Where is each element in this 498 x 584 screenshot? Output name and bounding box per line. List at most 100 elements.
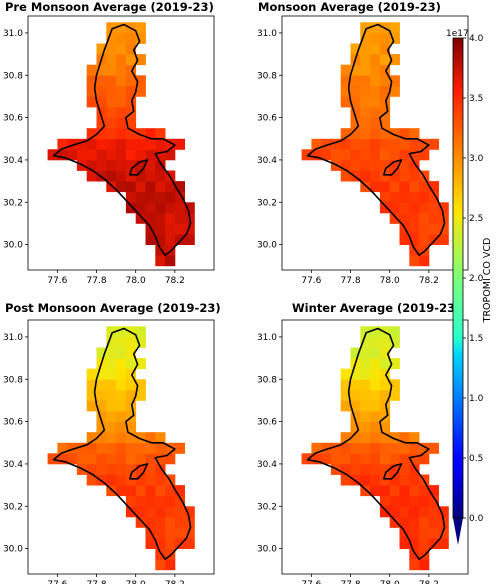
heat-cell: [86, 400, 97, 412]
heat-cell: [106, 326, 117, 338]
heat-cell: [106, 159, 117, 171]
heat-cell: [165, 212, 176, 224]
heat-cell: [399, 538, 410, 549]
heat-cell: [106, 368, 117, 380]
heat-cell: [96, 379, 107, 391]
heat-cell: [86, 453, 97, 465]
heat-cell: [419, 181, 430, 193]
heat-cell: [321, 442, 332, 454]
heat-cell: [360, 96, 371, 108]
heat-cell: [438, 223, 449, 235]
heat-cell: [125, 54, 137, 66]
heat-cell: [135, 138, 146, 150]
heat-cell: [360, 138, 371, 150]
heat-cell: [340, 149, 351, 161]
heat-cell: [76, 442, 88, 454]
y-axis: 31.0 30.8 30.6 30.4 30.2 30.0: [3, 29, 28, 251]
y-tick-label: 30.6: [3, 418, 23, 428]
heat-cell: [165, 255, 176, 267]
heat-cell: [379, 336, 391, 348]
heat-cell: [428, 538, 439, 549]
heat-cell: [409, 538, 420, 549]
heat-cell: [370, 326, 381, 338]
heat-cell: [135, 358, 146, 370]
heat-cell: [379, 421, 391, 433]
heat-cell: [116, 96, 127, 108]
heat-cell: [125, 400, 137, 412]
heat-cell: [389, 432, 400, 444]
colorbar-tick-label: 1.5: [469, 334, 483, 344]
heat-cell: [165, 495, 176, 507]
x-tick-label: 78.2: [419, 580, 439, 584]
heat-cell: [116, 358, 127, 370]
panel-monsoon: Monsoon Average (2019-23) 31.0 30.8 30.6…: [257, 0, 469, 286]
heat-cell: [155, 453, 166, 465]
heat-cell: [419, 453, 430, 465]
y-tick-label: 31.0: [3, 333, 23, 343]
plot-frame: [27, 15, 215, 271]
heat-cell: [135, 191, 146, 203]
heat-cell: [155, 255, 166, 267]
heat-cell: [379, 506, 391, 518]
heat-cell: [350, 75, 361, 87]
panel-title: Post Monsoon Average (2019-23): [5, 301, 221, 315]
heat-cell: [165, 516, 176, 528]
heat-cell: [155, 527, 166, 539]
heat-cell: [340, 159, 351, 171]
colorbar-tick-label: 0.5: [469, 454, 483, 464]
heat-cell: [135, 149, 146, 161]
heat-cell: [419, 559, 430, 571]
heat-cell: [379, 159, 391, 171]
heat-cell: [174, 538, 185, 549]
heat-cell: [116, 336, 127, 348]
y-tick-label: 30.2: [3, 502, 23, 512]
heat-cell: [116, 453, 127, 465]
y-axis: 31.0 30.8 30.6 30.4 30.2 30.0: [257, 333, 282, 555]
heat-cell: [106, 358, 117, 370]
heat-cell: [370, 181, 381, 193]
heat-cell: [389, 128, 400, 140]
heat-cell: [379, 442, 391, 454]
heat-cell: [165, 453, 176, 465]
heat-cell: [311, 453, 322, 465]
heat-cell: [86, 128, 97, 140]
heat-cell: [155, 202, 166, 214]
heat-cell: [389, 32, 400, 44]
heat-cell: [86, 149, 97, 161]
x-tick-label: 78.0: [380, 276, 400, 286]
heat-cell: [379, 32, 391, 44]
heat-cell: [340, 96, 351, 108]
heat-cell: [174, 202, 185, 214]
heat-cell: [360, 474, 371, 486]
plot-frame: [281, 15, 469, 271]
heat-cell: [370, 442, 381, 454]
heat-cell: [125, 64, 137, 76]
heat-cell: [419, 244, 430, 256]
y-axis: 31.0 30.8 30.6 30.4 30.2 30.0: [3, 333, 28, 555]
heat-cell: [389, 212, 400, 224]
heat-cell: [350, 138, 361, 150]
heat-cell: [438, 538, 449, 549]
heat-cell: [389, 485, 400, 497]
heat-cell: [174, 191, 185, 203]
heat-cell: [116, 159, 127, 171]
heat-cell: [106, 149, 117, 161]
heat-cell: [116, 181, 127, 193]
heat-cell: [370, 411, 381, 422]
heat-cell: [409, 159, 420, 171]
heat-cell: [145, 138, 156, 150]
y-tick-label: 30.8: [257, 375, 277, 385]
y-tick-label: 30.0: [3, 545, 23, 555]
heat-cell: [96, 75, 107, 87]
heat-cell: [350, 453, 361, 465]
heat-cell: [389, 75, 400, 87]
heat-cell: [419, 495, 430, 507]
x-tick-label: 78.0: [126, 580, 146, 584]
heat-cell: [389, 474, 400, 486]
heat-cell: [145, 181, 156, 193]
panel-title: Winter Average (2019-23): [292, 301, 460, 315]
heat-cell: [57, 453, 68, 465]
heat-cell: [145, 485, 156, 497]
heat-cell: [155, 559, 166, 571]
colorbar-tick-label: 2.0: [469, 274, 484, 284]
